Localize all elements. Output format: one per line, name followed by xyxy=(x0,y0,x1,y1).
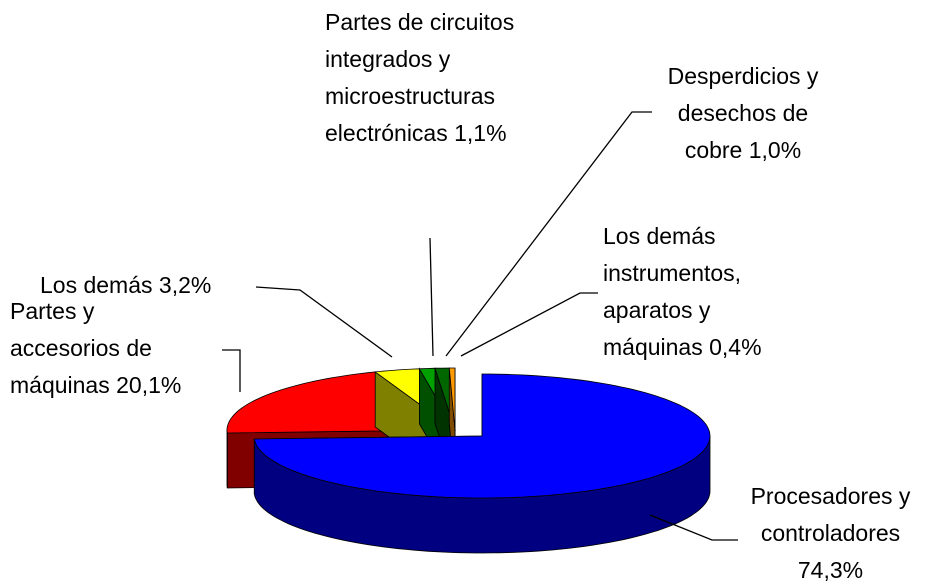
slice-label: Desperdicios y desechos de cobre 1,0% xyxy=(648,58,838,169)
slice xyxy=(253,373,711,499)
category-label: Procesadores y controladores xyxy=(750,483,911,546)
category-label: Los demás instrumentos, aparatos y máqui… xyxy=(603,223,742,360)
slices xyxy=(226,367,711,554)
leader-line xyxy=(649,514,738,541)
leader-line xyxy=(255,286,393,358)
leader-line xyxy=(460,292,598,357)
slice xyxy=(448,367,456,431)
leader-line xyxy=(445,111,652,357)
slice-label: Los demás 3,2% xyxy=(40,267,211,304)
category-label: Partes de circuitos integrados y microes… xyxy=(325,9,515,146)
slice-label: Partes y accesorios de máquinas 20,1% xyxy=(10,293,210,404)
category-label: Los demás xyxy=(40,272,153,298)
value-label: 1,1% xyxy=(454,120,507,146)
slice-label: Procesadores y controladores 74,3% xyxy=(733,478,928,584)
value-label: 74,3% xyxy=(797,557,864,583)
value-label: 1,0% xyxy=(748,137,802,163)
value-label: 0,4% xyxy=(709,334,762,360)
category-label: Partes y accesorios de máquinas xyxy=(10,298,152,398)
leader-line xyxy=(429,237,434,357)
slice-label: Partes de circuitos integrados y microes… xyxy=(325,4,515,152)
value-label: 20,1% xyxy=(116,372,182,398)
category-label: Desperdicios y desechos de cobre xyxy=(667,63,819,163)
slice-label: Los demás instrumentos, aparatos y máqui… xyxy=(603,218,803,366)
leader-line xyxy=(222,349,241,392)
value-label: 3,2% xyxy=(158,272,212,298)
